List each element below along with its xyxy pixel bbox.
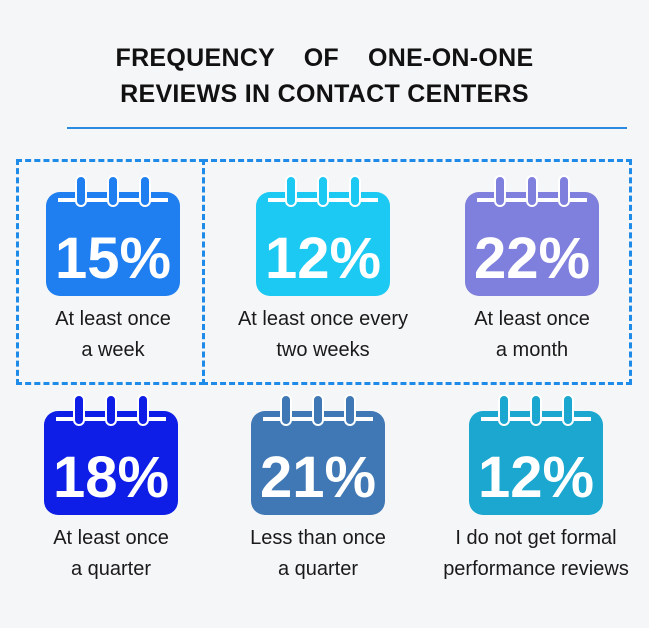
stat-label: At least once every two weeks [218, 304, 428, 366]
calendar-body [469, 411, 603, 515]
calendar-icon: 12% [469, 394, 603, 515]
stat-label-line-1: At least once [55, 308, 171, 330]
percent-value: 15% [55, 226, 171, 291]
percent-value: 12% [265, 226, 381, 291]
stat-label-line-1: Less than once [250, 527, 386, 549]
stat-label-line-2: a quarter [277, 558, 359, 580]
stat-label: At least once a week [8, 304, 218, 366]
stat-label-line-2: a month [495, 339, 569, 361]
stat-card-no-formal-reviews: 12% I do not get formal performance revi… [431, 393, 641, 585]
stat-label: Less than once a quarter [213, 523, 423, 585]
calendar-ring [498, 394, 510, 426]
calendar-icon: 22% [465, 175, 599, 296]
stat-label-line-2: two weeks [276, 339, 370, 361]
calendar-ring [139, 175, 151, 207]
calendar-icon: 18% [44, 394, 178, 515]
calendar-body [256, 192, 390, 296]
calendar-ring [562, 394, 574, 426]
stat-label-line-1: I do not get formal [455, 527, 617, 549]
calendar-ring [349, 175, 361, 207]
calendar-body [46, 192, 180, 296]
stat-card-weekly: 15% At least once a week [8, 174, 218, 366]
calendar-ring [75, 175, 87, 207]
stat-label: I do not get formal performance reviews [431, 523, 641, 585]
calendar-ring [312, 394, 324, 426]
calendar-icon: 15% [46, 175, 180, 296]
stat-card-biweekly: 12% At least once every two weeks [218, 174, 428, 366]
calendar-ring [494, 175, 506, 207]
calendar-body [44, 411, 178, 515]
calendar-ring [137, 394, 149, 426]
calendar-ring [526, 175, 538, 207]
calendar-ring [344, 394, 356, 426]
stat-label: At least once a month [427, 304, 637, 366]
calendar-ring [73, 394, 85, 426]
calendar-ring [105, 394, 117, 426]
stat-card-quarterly: 18% At least once a quarter [6, 393, 216, 585]
highlight-box-biweekly-monthly [202, 159, 632, 385]
stat-label-line-1: At least once [53, 527, 169, 549]
calendar-ring [285, 175, 297, 207]
calendar-ring [107, 175, 119, 207]
title-line-2: REVIEWS IN CONTACT CENTERS [120, 80, 529, 108]
stat-card-monthly: 22% At least once a month [427, 174, 637, 366]
calendar-ring [558, 175, 570, 207]
stat-label: At least once a quarter [6, 523, 216, 585]
title-line-1: FREQUENCY OF ONE-ON-ONE [115, 44, 534, 72]
calendar-body [251, 411, 385, 515]
calendar-ring [317, 175, 329, 207]
calendar-ring [280, 394, 292, 426]
percent-value: 22% [474, 226, 590, 291]
percent-value: 12% [478, 445, 594, 510]
stat-label-line-2: performance reviews [443, 558, 629, 580]
calendar-body [465, 192, 599, 296]
page-title: FREQUENCY OF ONE-ON-ONE REVIEWS IN CONTA… [0, 40, 649, 112]
percent-value: 18% [53, 445, 169, 510]
stat-card-less-than-quarterly: 21% Less than once a quarter [213, 393, 423, 585]
calendar-ring [530, 394, 542, 426]
calendar-icon: 21% [251, 394, 385, 515]
percent-value: 21% [260, 445, 376, 510]
stat-label-line-2: a quarter [70, 558, 152, 580]
calendar-icon: 12% [256, 175, 390, 296]
stat-label-line-2: a week [81, 339, 145, 361]
stat-label-line-1: At least once every [237, 308, 409, 330]
title-underline [67, 127, 627, 129]
stat-label-line-1: At least once [474, 308, 590, 330]
